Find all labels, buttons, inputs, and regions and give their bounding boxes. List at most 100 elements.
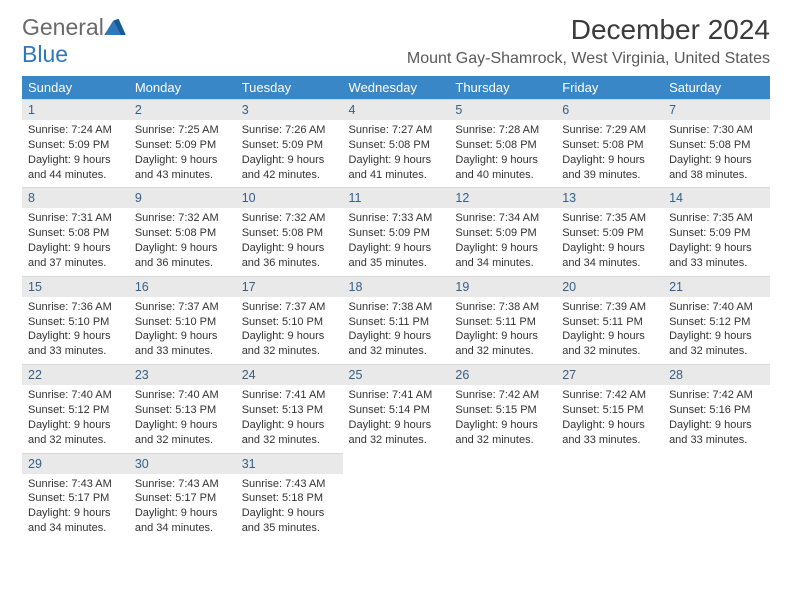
sunrise-text: Sunrise: 7:37 AM <box>135 300 230 315</box>
brand-logo: General Blue <box>22 14 126 68</box>
day-details: Sunrise: 7:43 AMSunset: 5:18 PMDaylight:… <box>236 474 343 541</box>
sunset-text: Sunset: 5:10 PM <box>28 315 123 330</box>
daylight-text: Daylight: 9 hours and 42 minutes. <box>242 153 337 183</box>
day-details: Sunrise: 7:43 AMSunset: 5:17 PMDaylight:… <box>22 474 129 541</box>
sunset-text: Sunset: 5:08 PM <box>562 138 657 153</box>
day-number: 6 <box>556 99 663 120</box>
day-details: Sunrise: 7:24 AMSunset: 5:09 PMDaylight:… <box>22 120 129 187</box>
day-number: 22 <box>22 364 129 385</box>
calendar-cell: 2Sunrise: 7:25 AMSunset: 5:09 PMDaylight… <box>129 99 236 187</box>
day-details: Sunrise: 7:42 AMSunset: 5:15 PMDaylight:… <box>556 385 663 452</box>
calendar-week: 22Sunrise: 7:40 AMSunset: 5:12 PMDayligh… <box>22 364 770 452</box>
daylight-text: Daylight: 9 hours and 32 minutes. <box>349 329 444 359</box>
calendar-cell: 3Sunrise: 7:26 AMSunset: 5:09 PMDaylight… <box>236 99 343 187</box>
calendar-week: 1Sunrise: 7:24 AMSunset: 5:09 PMDaylight… <box>22 99 770 187</box>
daylight-text: Daylight: 9 hours and 32 minutes. <box>455 329 550 359</box>
calendar-cell: 6Sunrise: 7:29 AMSunset: 5:08 PMDaylight… <box>556 99 663 187</box>
sunset-text: Sunset: 5:14 PM <box>349 403 444 418</box>
daylight-text: Daylight: 9 hours and 37 minutes. <box>28 241 123 271</box>
page-header: General Blue December 2024 Mount Gay-Sha… <box>22 14 770 68</box>
day-details: Sunrise: 7:40 AMSunset: 5:13 PMDaylight:… <box>129 385 236 452</box>
sunrise-text: Sunrise: 7:37 AM <box>242 300 337 315</box>
day-number: 9 <box>129 187 236 208</box>
daylight-text: Daylight: 9 hours and 36 minutes. <box>135 241 230 271</box>
sunset-text: Sunset: 5:10 PM <box>135 315 230 330</box>
calendar-cell: 1Sunrise: 7:24 AMSunset: 5:09 PMDaylight… <box>22 99 129 187</box>
sunset-text: Sunset: 5:08 PM <box>349 138 444 153</box>
calendar-body: 1Sunrise: 7:24 AMSunset: 5:09 PMDaylight… <box>22 99 770 541</box>
sunset-text: Sunset: 5:15 PM <box>562 403 657 418</box>
calendar-cell: 31Sunrise: 7:43 AMSunset: 5:18 PMDayligh… <box>236 453 343 541</box>
calendar-cell: .. <box>663 453 770 541</box>
calendar-cell: .. <box>556 453 663 541</box>
day-number: 17 <box>236 276 343 297</box>
sunrise-text: Sunrise: 7:33 AM <box>349 211 444 226</box>
sunset-text: Sunset: 5:17 PM <box>28 491 123 506</box>
calendar-cell: 27Sunrise: 7:42 AMSunset: 5:15 PMDayligh… <box>556 364 663 452</box>
sunset-text: Sunset: 5:18 PM <box>242 491 337 506</box>
sunset-text: Sunset: 5:09 PM <box>669 226 764 241</box>
day-number: 14 <box>663 187 770 208</box>
day-header: Tuesday <box>236 76 343 99</box>
sunrise-text: Sunrise: 7:31 AM <box>28 211 123 226</box>
day-details: Sunrise: 7:32 AMSunset: 5:08 PMDaylight:… <box>129 208 236 275</box>
calendar-cell: 29Sunrise: 7:43 AMSunset: 5:17 PMDayligh… <box>22 453 129 541</box>
sunrise-text: Sunrise: 7:35 AM <box>669 211 764 226</box>
brand-word2: Blue <box>22 41 68 67</box>
day-number: 1 <box>22 99 129 120</box>
day-details: Sunrise: 7:25 AMSunset: 5:09 PMDaylight:… <box>129 120 236 187</box>
sunset-text: Sunset: 5:11 PM <box>455 315 550 330</box>
sunset-text: Sunset: 5:12 PM <box>669 315 764 330</box>
sunrise-text: Sunrise: 7:26 AM <box>242 123 337 138</box>
day-details: Sunrise: 7:39 AMSunset: 5:11 PMDaylight:… <box>556 297 663 364</box>
sunrise-text: Sunrise: 7:40 AM <box>28 388 123 403</box>
daylight-text: Daylight: 9 hours and 38 minutes. <box>669 153 764 183</box>
sunrise-text: Sunrise: 7:40 AM <box>669 300 764 315</box>
day-details: Sunrise: 7:40 AMSunset: 5:12 PMDaylight:… <box>663 297 770 364</box>
day-header: Friday <box>556 76 663 99</box>
sunrise-text: Sunrise: 7:41 AM <box>349 388 444 403</box>
calendar-cell: 11Sunrise: 7:33 AMSunset: 5:09 PMDayligh… <box>343 187 450 275</box>
daylight-text: Daylight: 9 hours and 32 minutes. <box>28 418 123 448</box>
daylight-text: Daylight: 9 hours and 34 minutes. <box>562 241 657 271</box>
calendar-cell: 21Sunrise: 7:40 AMSunset: 5:12 PMDayligh… <box>663 276 770 364</box>
day-details: Sunrise: 7:36 AMSunset: 5:10 PMDaylight:… <box>22 297 129 364</box>
day-number: 24 <box>236 364 343 385</box>
daylight-text: Daylight: 9 hours and 35 minutes. <box>242 506 337 536</box>
calendar-cell: 12Sunrise: 7:34 AMSunset: 5:09 PMDayligh… <box>449 187 556 275</box>
day-details: Sunrise: 7:38 AMSunset: 5:11 PMDaylight:… <box>343 297 450 364</box>
calendar-cell: 4Sunrise: 7:27 AMSunset: 5:08 PMDaylight… <box>343 99 450 187</box>
daylight-text: Daylight: 9 hours and 41 minutes. <box>349 153 444 183</box>
daylight-text: Daylight: 9 hours and 33 minutes. <box>28 329 123 359</box>
sunrise-text: Sunrise: 7:43 AM <box>28 477 123 492</box>
sunset-text: Sunset: 5:08 PM <box>28 226 123 241</box>
day-number: 28 <box>663 364 770 385</box>
title-block: December 2024 Mount Gay-Shamrock, West V… <box>407 14 770 68</box>
daylight-text: Daylight: 9 hours and 32 minutes. <box>669 329 764 359</box>
daylight-text: Daylight: 9 hours and 36 minutes. <box>242 241 337 271</box>
day-number: 19 <box>449 276 556 297</box>
day-number: 3 <box>236 99 343 120</box>
calendar-cell: 19Sunrise: 7:38 AMSunset: 5:11 PMDayligh… <box>449 276 556 364</box>
daylight-text: Daylight: 9 hours and 40 minutes. <box>455 153 550 183</box>
calendar-head: SundayMondayTuesdayWednesdayThursdayFrid… <box>22 76 770 99</box>
calendar-page: General Blue December 2024 Mount Gay-Sha… <box>0 0 792 541</box>
sunset-text: Sunset: 5:16 PM <box>669 403 764 418</box>
sunrise-text: Sunrise: 7:28 AM <box>455 123 550 138</box>
day-number: 7 <box>663 99 770 120</box>
calendar-cell: 5Sunrise: 7:28 AMSunset: 5:08 PMDaylight… <box>449 99 556 187</box>
sunset-text: Sunset: 5:08 PM <box>455 138 550 153</box>
calendar-cell: 20Sunrise: 7:39 AMSunset: 5:11 PMDayligh… <box>556 276 663 364</box>
day-number: 2 <box>129 99 236 120</box>
calendar-cell: 26Sunrise: 7:42 AMSunset: 5:15 PMDayligh… <box>449 364 556 452</box>
calendar-cell: .. <box>343 453 450 541</box>
calendar-cell: 25Sunrise: 7:41 AMSunset: 5:14 PMDayligh… <box>343 364 450 452</box>
sunrise-text: Sunrise: 7:35 AM <box>562 211 657 226</box>
daylight-text: Daylight: 9 hours and 44 minutes. <box>28 153 123 183</box>
daylight-text: Daylight: 9 hours and 32 minutes. <box>349 418 444 448</box>
sunrise-text: Sunrise: 7:29 AM <box>562 123 657 138</box>
month-title: December 2024 <box>407 14 770 46</box>
calendar-cell: 24Sunrise: 7:41 AMSunset: 5:13 PMDayligh… <box>236 364 343 452</box>
sunset-text: Sunset: 5:12 PM <box>28 403 123 418</box>
day-details: Sunrise: 7:42 AMSunset: 5:16 PMDaylight:… <box>663 385 770 452</box>
